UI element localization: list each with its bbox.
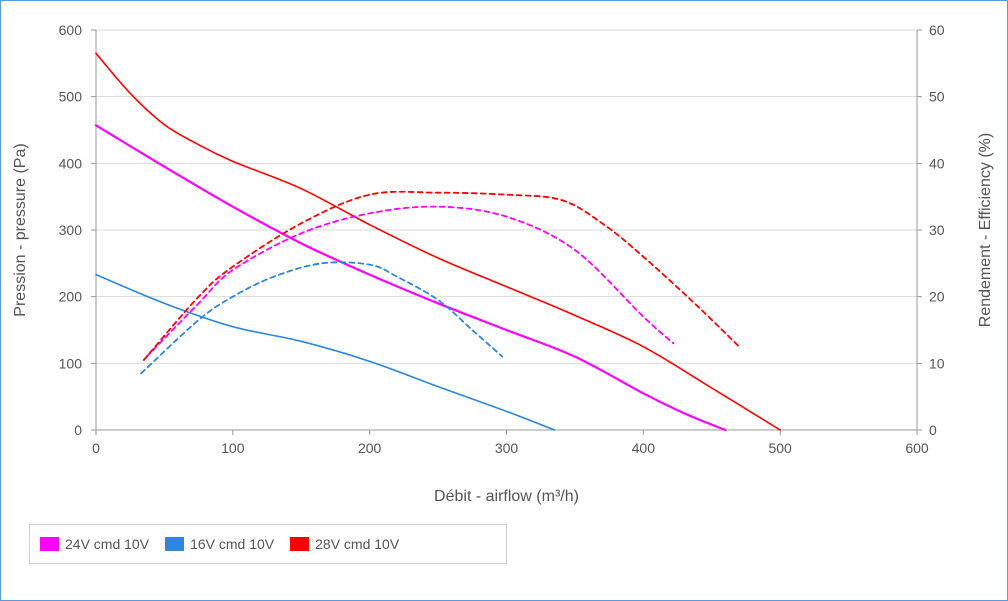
y-left-tick-label: 200	[59, 289, 83, 305]
y-left-tick-label: 300	[59, 222, 83, 238]
y-right-tick-label: 20	[929, 289, 945, 305]
y-right-tick-label: 50	[929, 89, 945, 105]
chart-legend: 24V cmd 10V 16V cmd 10V 28V cmd 10V	[29, 524, 507, 564]
y-axis-right-title: Rendement - Efficiency (%)	[977, 133, 994, 327]
legend-label-24v: 24V cmd 10V	[65, 536, 150, 552]
legend-swatch-16v	[165, 537, 185, 551]
y-axis-left-title: Pression - pressure (Pa)	[12, 143, 29, 316]
x-axis-title: Débit - airflow (m³/h)	[434, 488, 579, 505]
legend-swatch-24v	[40, 537, 59, 551]
x-tick-label: 300	[495, 440, 519, 456]
y-right-tick-label: 60	[929, 22, 945, 38]
legend-item-28v[interactable]: 28V cmd 10V	[290, 536, 399, 552]
series-line-24v-pressure	[94, 124, 727, 432]
y-left-tick-label: 500	[59, 89, 83, 105]
x-tick-label: 400	[632, 440, 656, 456]
y-right-tick-label: 10	[929, 355, 945, 371]
series-line-28v-efficiency	[142, 190, 741, 361]
x-tick-label: 100	[221, 440, 245, 456]
y-right-tick-label: 0	[929, 422, 937, 438]
series-line-24v-efficiency	[145, 205, 675, 358]
y-left-tick-label: 100	[59, 355, 83, 371]
series-line-28v-pressure	[95, 52, 781, 431]
y-right-tick-label: 40	[929, 155, 945, 171]
legend-item-24v[interactable]: 24V cmd 10V	[40, 536, 149, 552]
y-left-tick-label: 400	[59, 155, 83, 171]
x-tick-label: 200	[358, 440, 382, 456]
y-left-tick-label: 0	[74, 422, 82, 438]
legend-label-16v: 16V cmd 10V	[190, 536, 275, 552]
y-right-tick-label: 30	[929, 222, 945, 238]
series-line-16v-pressure	[95, 273, 556, 431]
legend-label-28v: 28V cmd 10V	[315, 536, 400, 552]
legend-swatch-28v	[290, 537, 310, 551]
x-tick-label: 600	[905, 440, 929, 456]
x-tick-label: 500	[768, 440, 792, 456]
x-tick-label: 0	[92, 440, 100, 456]
legend-item-16v[interactable]: 16V cmd 10V	[165, 536, 274, 552]
series-line-16v-efficiency	[140, 261, 504, 375]
y-left-tick-label: 600	[59, 22, 83, 38]
